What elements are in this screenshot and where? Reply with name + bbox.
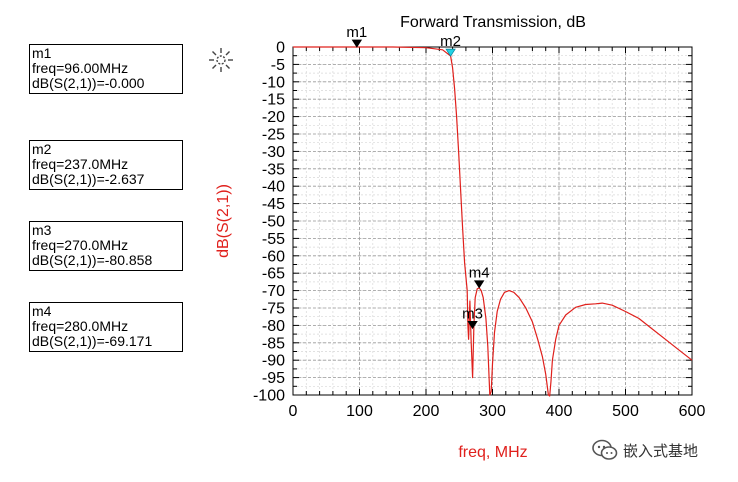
marker-label-m1: m1 — [346, 24, 367, 41]
watermark-text: 嵌入式基地 — [623, 442, 699, 460]
x-tick-label: 400 — [546, 403, 573, 420]
chart-title: Forward Transmission, dB — [400, 14, 586, 31]
y-tick-label: -20 — [262, 109, 285, 126]
trace — [293, 46, 693, 397]
y-tick-label: -25 — [262, 127, 285, 144]
series-line — [293, 46, 693, 397]
y-tick-label: 0 — [276, 40, 285, 57]
x-tick-label: 100 — [346, 403, 373, 420]
marker-box-name: m4 — [32, 303, 52, 319]
marker-box-m2[interactable]: m2 freq=237.0MHz dB(S(2,1))=-2.637 — [29, 140, 183, 190]
marker-box-db: dB(S(2,1))=-0.000 — [32, 75, 145, 91]
marker-box-freq: freq=270.0MHz — [32, 237, 129, 253]
y-tick-label: -60 — [262, 248, 285, 265]
watermark: 嵌入式基地 — [592, 436, 698, 464]
y-tick-label: -35 — [262, 161, 285, 178]
y-tick-label: -15 — [262, 92, 285, 109]
marker-box-freq: freq=280.0MHz — [32, 318, 129, 334]
marker-box-freq: freq=96.00MHz — [32, 60, 129, 76]
y-tick-label: -80 — [262, 318, 285, 335]
y-tick-label: -30 — [262, 144, 285, 161]
x-tick-label: 300 — [479, 403, 506, 420]
marker-label-m4: m4 — [469, 265, 490, 282]
marker-box-name: m3 — [32, 222, 52, 238]
x-tick-label: 200 — [413, 403, 440, 420]
marker-m4 — [473, 280, 485, 289]
y-tick-label: -45 — [262, 196, 285, 213]
y-tick-label: -5 — [271, 57, 285, 74]
marker-label-m2: m2 — [440, 33, 461, 50]
marker-m3 — [467, 320, 478, 330]
y-tick-label: -100 — [253, 388, 285, 405]
y-tick-label: -90 — [262, 353, 285, 370]
y-axis-label: dB(S(2,1)) — [215, 184, 232, 258]
y-tick-label: -50 — [262, 214, 285, 231]
y-tick-label: -10 — [262, 74, 285, 91]
marker-box-name: m1 — [32, 45, 52, 61]
marker-box-freq: freq=237.0MHz — [32, 156, 129, 172]
y-tick-label: -85 — [262, 335, 285, 352]
marker-label-m3: m3 — [462, 305, 483, 322]
y-tick-label: -40 — [262, 179, 285, 196]
marker-box-m1[interactable]: m1 freq=96.00MHz dB(S(2,1))=-0.000 — [29, 44, 183, 94]
x-tick-label: 600 — [679, 403, 706, 420]
x-axis-label: freq, MHz — [458, 444, 527, 461]
marker-m2 — [445, 48, 456, 57]
y-tick-label: -75 — [262, 301, 285, 318]
x-tick-label: 0 — [289, 403, 298, 420]
marker-box-m4[interactable]: m4 freq=280.0MHz dB(S(2,1))=-69.171 — [29, 302, 183, 352]
markers: m1 m2 m3 m4 — [346, 24, 490, 330]
marker-box-db: dB(S(2,1))=-80.858 — [32, 252, 153, 268]
marker-box-db: dB(S(2,1))=-69.171 — [32, 333, 153, 349]
sun-icon[interactable] — [208, 47, 234, 73]
y-tick-label: -95 — [262, 370, 285, 387]
marker-box-db: dB(S(2,1))=-2.637 — [32, 171, 145, 187]
y-tick-label: -55 — [262, 231, 285, 248]
marker-box-name: m2 — [32, 141, 52, 157]
y-tick-label: -65 — [262, 266, 285, 283]
chat-bubble-icon — [592, 439, 618, 460]
grid — [292, 46, 693, 396]
x-tick-label: 500 — [612, 403, 639, 420]
marker-box-m3[interactable]: m3 freq=270.0MHz dB(S(2,1))=-80.858 — [29, 221, 183, 271]
marker-m1 — [351, 39, 363, 48]
y-tick-label: -70 — [262, 283, 285, 300]
